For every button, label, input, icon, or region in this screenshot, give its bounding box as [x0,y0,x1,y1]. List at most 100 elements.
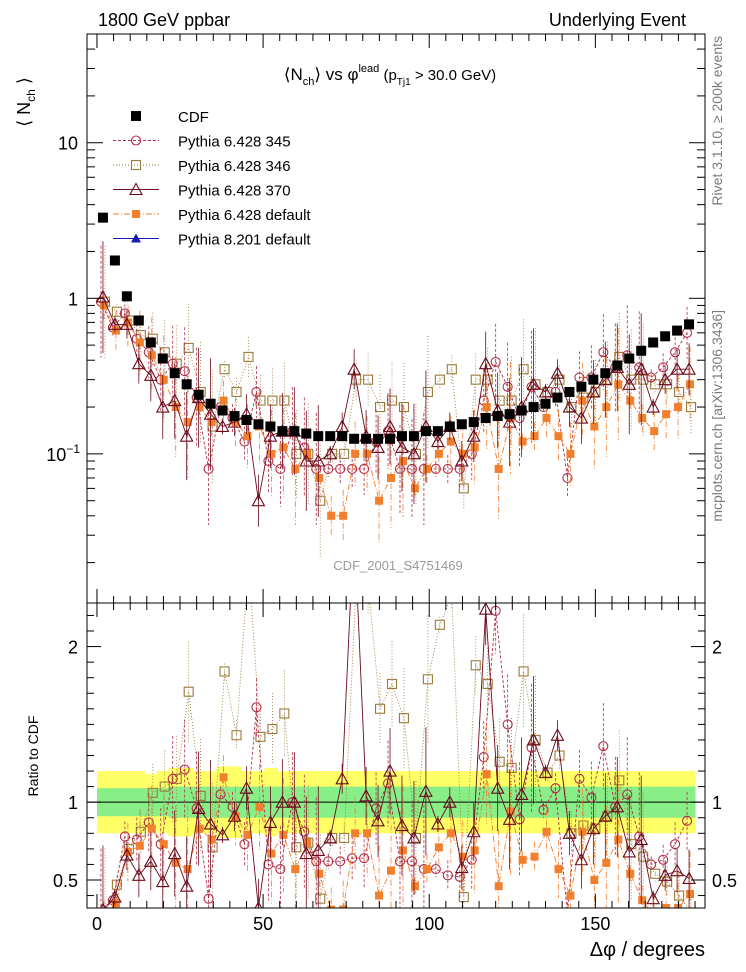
cdf-point [456,419,467,430]
data-point [662,410,671,419]
data-point [447,591,456,600]
legend-label: CDF [178,109,209,126]
legend-entry: Pythia 6.428 370 [113,182,291,200]
data-point [610,799,625,813]
data-point [542,414,551,423]
cdf-point [217,405,228,416]
data-point [407,830,421,844]
data-point [327,511,336,520]
data-point [434,374,445,385]
data-point [147,787,158,798]
data-point [622,377,637,390]
ratio-ylabel: Ratio to CDF [25,716,41,797]
data-point [470,846,479,855]
cdf-point [552,392,563,403]
data-point [526,377,541,390]
data-point [219,666,230,677]
data-point [622,844,637,858]
data-point [383,763,397,777]
data-point [478,603,493,615]
data-point [530,852,539,861]
x-tick-label: 50 [253,914,273,934]
legend-label: Pythia 6.428 370 [178,183,291,200]
data-point [135,338,144,347]
data-point [275,463,286,474]
data-point [327,905,336,908]
data-point [494,395,505,406]
cdf-point [169,368,180,379]
data-point [375,401,386,413]
data-point [275,864,286,875]
data-point [135,826,146,837]
data-point [482,403,491,412]
data-point [255,395,266,406]
data-point [375,703,386,714]
data-point [554,432,563,441]
data-point [602,403,611,412]
cdf-point [253,419,264,430]
data-point [502,812,517,825]
data-point [586,792,597,803]
data-point [363,449,372,458]
series-line [103,603,690,908]
data-point [183,342,194,353]
data-point [339,905,348,908]
data-point [315,495,326,506]
data-point [364,580,373,589]
data-point [299,826,310,837]
data-point [279,443,288,452]
data-point [454,860,469,874]
data-point [638,851,649,862]
data-point [207,835,216,844]
data-point [686,889,695,898]
data-point [195,790,206,802]
data-point [574,410,589,424]
data-point [466,854,477,865]
data-point [542,827,551,836]
data-point [315,473,324,482]
data-point [339,832,350,844]
ratio-y-tick-label-right: 1 [712,793,722,813]
data-point [562,472,573,484]
data-point [686,380,695,389]
data-point [315,869,324,878]
data-point [311,453,326,467]
data-point [662,876,673,887]
data-point [291,865,300,874]
data-point [335,856,346,867]
data-point [614,835,623,844]
legend-entry: Pythia 6.428 default [113,207,311,224]
data-point [386,395,398,406]
data-point [514,814,525,825]
data-point [107,317,122,330]
data-point [646,891,661,905]
data-point [502,381,513,392]
data-point [99,301,108,310]
data-point [562,399,577,413]
data-point [454,453,469,467]
data-point [526,732,541,746]
cdf-point [265,421,276,432]
x-tick-label: 0 [92,914,102,934]
legend-entry: Pythia 6.428 346 [113,158,291,175]
data-point [638,414,647,423]
data-point [111,899,120,908]
data-point [598,347,609,358]
data-point [586,384,601,398]
data-point [430,816,445,830]
data-point [478,356,493,370]
data-point [351,829,360,838]
data-point [682,871,696,884]
data-point [395,818,409,832]
data-point [227,801,238,812]
data-point [562,826,577,839]
data-point [375,496,384,505]
x-tick-label: 150 [580,914,610,934]
data-point [578,396,587,405]
cdf-point [672,325,683,336]
cdf-point [612,360,623,371]
ratio-panel [87,580,705,908]
data-point [352,580,361,589]
data-point [167,773,178,784]
data-point [634,832,649,846]
